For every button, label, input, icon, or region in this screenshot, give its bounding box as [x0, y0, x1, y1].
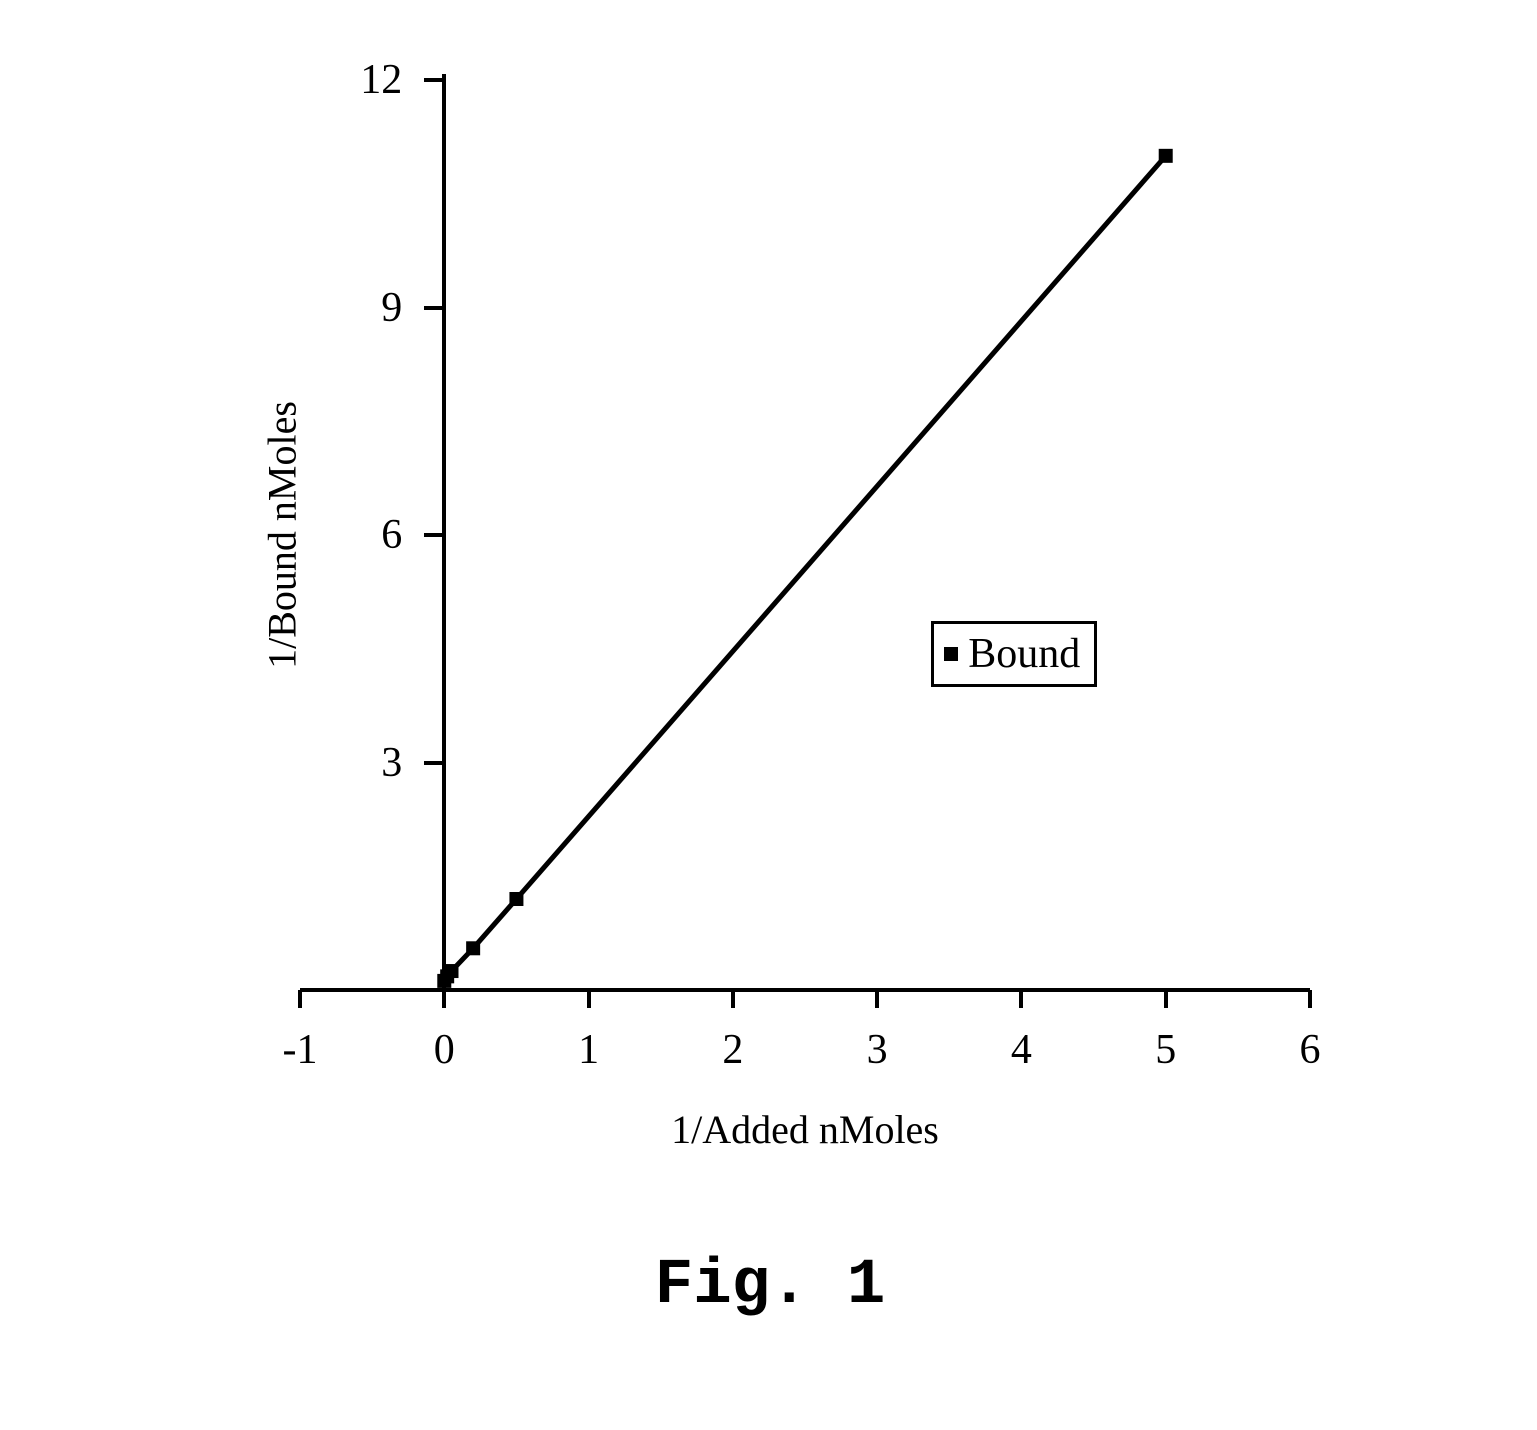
- x-tick: [875, 990, 879, 1008]
- y-tick-label: 6: [381, 511, 402, 559]
- y-axis-title: 1/Bound nMoles: [259, 401, 306, 669]
- y-tick: [424, 306, 444, 310]
- data-point-marker: [509, 892, 523, 906]
- y-tick-label: 9: [381, 284, 402, 332]
- x-tick: [442, 990, 446, 1008]
- x-tick: [587, 990, 591, 1008]
- legend: Bound: [931, 621, 1097, 687]
- data-point-marker: [1159, 149, 1173, 163]
- x-tick-label: 2: [722, 1026, 743, 1074]
- x-tick: [731, 990, 735, 1008]
- legend-label: Bound: [968, 630, 1080, 678]
- x-axis-line: [300, 988, 1310, 992]
- y-tick: [424, 761, 444, 765]
- data-point-marker: [466, 941, 480, 955]
- x-tick-label: 1: [578, 1026, 599, 1074]
- y-tick-label: 12: [360, 56, 402, 104]
- x-tick-label: 4: [1011, 1026, 1032, 1074]
- x-tick-label: 0: [434, 1026, 455, 1074]
- chart-svg: [0, 0, 1537, 1430]
- page: 1/Bound nMoles 1/Added nMoles Bound Fig.…: [0, 0, 1537, 1430]
- y-tick: [424, 78, 444, 82]
- x-tick: [1019, 990, 1023, 1008]
- x-tick: [298, 990, 302, 1008]
- x-tick: [1308, 990, 1312, 1008]
- legend-marker-icon: [944, 647, 958, 661]
- x-tick-label: 6: [1300, 1026, 1321, 1074]
- x-axis-title: 1/Added nMoles: [671, 1106, 939, 1153]
- figure-caption: Fig. 1: [655, 1250, 885, 1322]
- x-tick-label: 3: [867, 1026, 888, 1074]
- x-tick-label: -1: [283, 1026, 318, 1074]
- y-tick: [424, 533, 444, 537]
- x-tick-label: 5: [1155, 1026, 1176, 1074]
- y-tick-label: 3: [381, 739, 402, 787]
- x-tick: [1164, 990, 1168, 1008]
- series-line: [444, 156, 1165, 981]
- data-point-marker: [445, 964, 459, 978]
